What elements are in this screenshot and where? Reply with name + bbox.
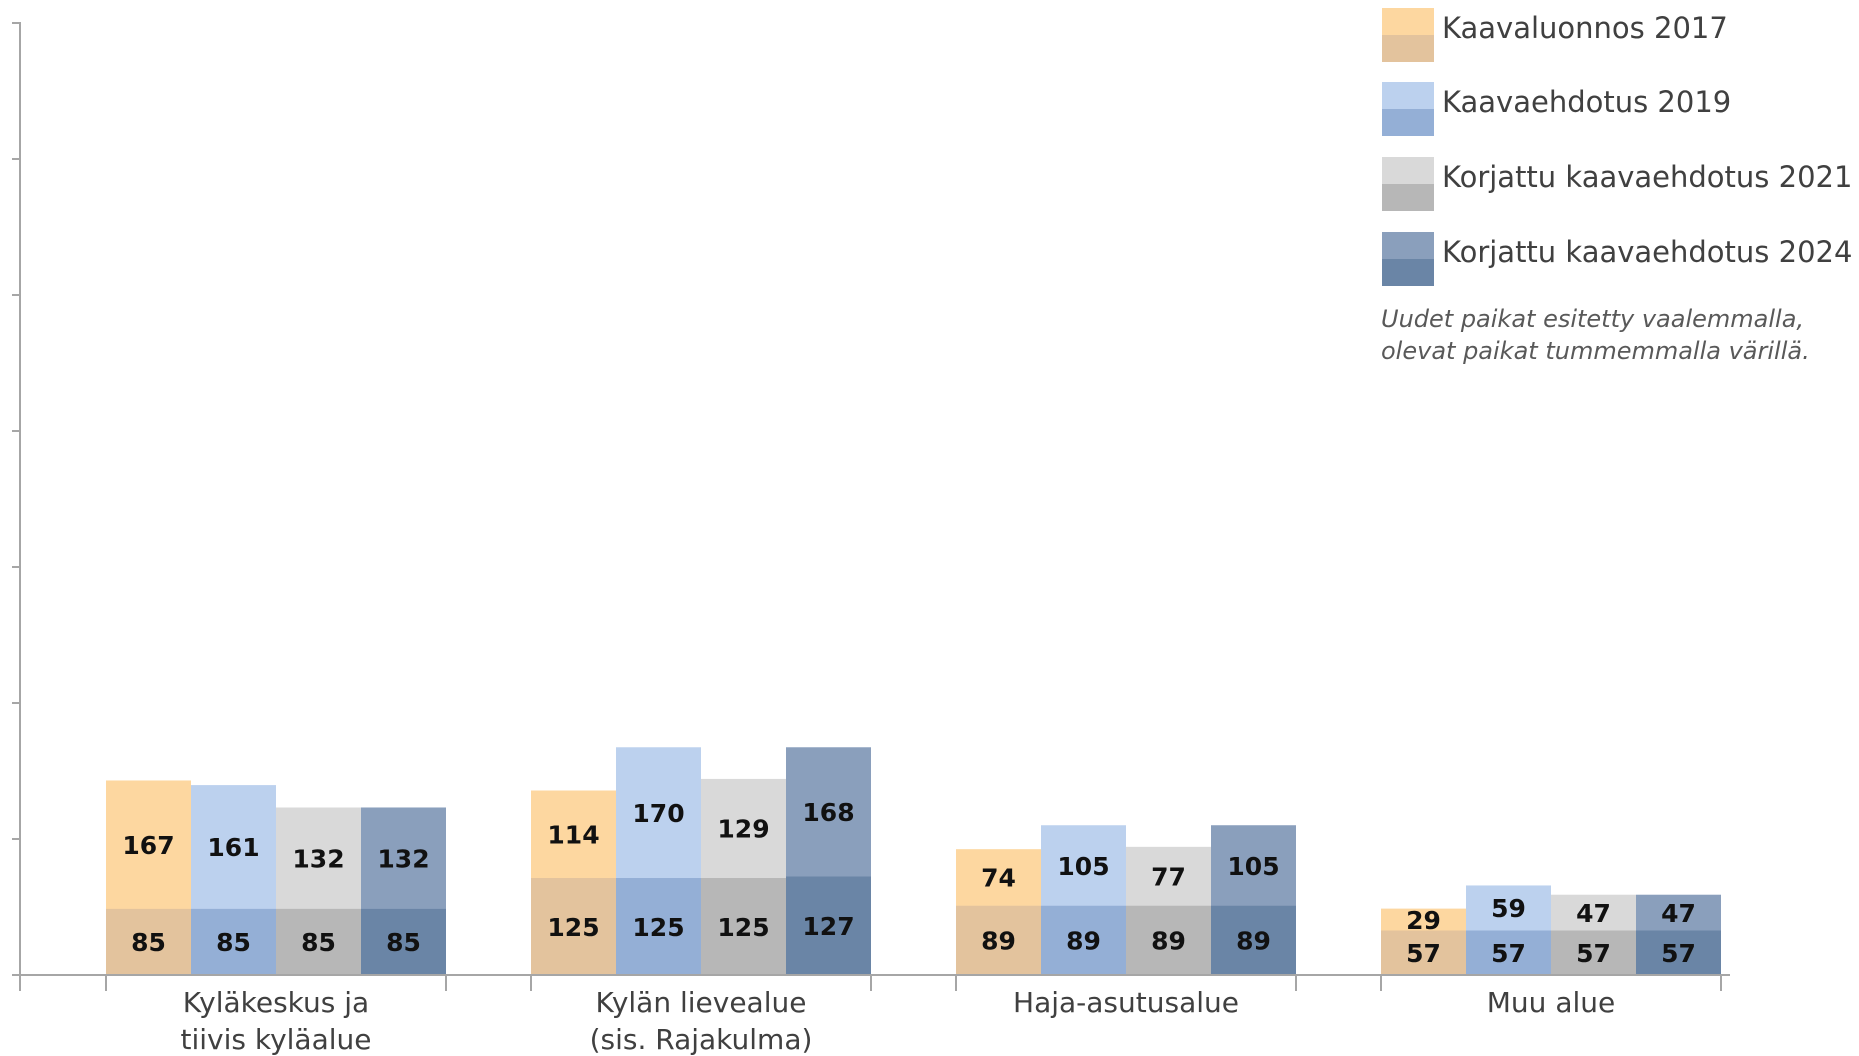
data-label-existing: 57	[1661, 939, 1696, 968]
category-label: Haja-asutusalue	[1013, 986, 1239, 1019]
data-label-existing: 125	[547, 913, 599, 942]
legend-swatch-existing	[1382, 259, 1434, 286]
category-label: (sis. Rajakulma)	[590, 1023, 813, 1056]
bar-existing-kaavaehdotus-2019	[1041, 906, 1126, 975]
data-label-new: 129	[717, 815, 769, 844]
bar-new-korjattu-kaavaehdotus-2021	[1551, 894, 1636, 931]
bar-existing-korjattu-kaavaehdotus-2024	[1636, 930, 1721, 975]
data-label-existing: 85	[386, 928, 421, 957]
bar-new-korjattu-kaavaehdotus-2024	[1636, 894, 1721, 931]
data-label-new: 105	[1057, 852, 1109, 881]
data-label-new: 132	[292, 844, 344, 873]
bar-new-korjattu-kaavaehdotus-2021	[276, 807, 361, 910]
data-label-existing: 57	[1406, 939, 1441, 968]
data-label-existing: 85	[131, 928, 166, 957]
bar-existing-kaavaehdotus-2019	[616, 878, 701, 975]
data-label-new: 132	[377, 844, 429, 873]
legend-swatch-new	[1382, 8, 1434, 35]
data-label-existing: 89	[1236, 927, 1271, 956]
bar-existing-korjattu-kaavaehdotus-2024	[786, 876, 871, 975]
bar-new-kaavaehdotus-2019	[616, 747, 701, 879]
bar-existing-korjattu-kaavaehdotus-2021	[701, 878, 786, 975]
bar-new-kaavaluonnos-2017	[531, 790, 616, 879]
legend-swatch-new	[1382, 232, 1434, 259]
legend-label: Kaavaehdotus 2019	[1442, 85, 1731, 119]
legend-swatch-existing	[1382, 184, 1434, 211]
data-label-existing: 89	[1066, 927, 1101, 956]
category-label: Muu alue	[1487, 986, 1615, 1019]
data-label-new: 59	[1491, 894, 1526, 923]
data-label-existing: 89	[981, 927, 1016, 956]
data-label-new: 161	[207, 833, 259, 862]
data-label-existing: 125	[632, 913, 684, 942]
bar-new-korjattu-kaavaehdotus-2021	[701, 778, 786, 879]
data-label-existing: 127	[802, 912, 854, 941]
bar-new-kaavaluonnos-2017	[1381, 908, 1466, 931]
category-label: tiivis kyläalue	[180, 1023, 371, 1056]
bar-existing-kaavaehdotus-2019	[1466, 930, 1551, 975]
legend-swatch-new	[1382, 157, 1434, 184]
bar-existing-kaavaluonnos-2017	[956, 906, 1041, 975]
bar-new-kaavaehdotus-2019	[1466, 885, 1551, 931]
data-label-new: 170	[632, 799, 684, 828]
bar-new-kaavaluonnos-2017	[956, 849, 1041, 907]
legend-label: Kaavaluonnos 2017	[1442, 11, 1728, 45]
bar-new-korjattu-kaavaehdotus-2024	[786, 747, 871, 877]
legend-note: Uudet paikat esitetty vaalemmalla,	[1381, 305, 1804, 333]
bar-new-korjattu-kaavaehdotus-2024	[1211, 825, 1296, 907]
bar-new-kaavaehdotus-2019	[1041, 825, 1126, 907]
category-label: Kylän lievealue	[596, 986, 807, 1019]
bar-existing-kaavaluonnos-2017	[1381, 930, 1466, 975]
bar-new-korjattu-kaavaehdotus-2024	[361, 807, 446, 910]
legend-swatch-new	[1382, 82, 1434, 109]
bar-existing-korjattu-kaavaehdotus-2021	[1551, 930, 1636, 975]
bar-existing-korjattu-kaavaehdotus-2021	[276, 909, 361, 975]
bar-existing-korjattu-kaavaehdotus-2024	[1211, 906, 1296, 975]
bar-existing-kaavaehdotus-2019	[191, 909, 276, 975]
legend-swatch-existing	[1382, 109, 1434, 136]
data-label-new: 47	[1576, 899, 1611, 928]
legend-label: Korjattu kaavaehdotus 2024	[1442, 235, 1852, 269]
data-label-existing: 125	[717, 913, 769, 942]
data-label-new: 29	[1406, 906, 1441, 935]
bar-new-kaavaehdotus-2019	[191, 785, 276, 910]
data-label-new: 105	[1227, 852, 1279, 881]
data-label-new: 167	[122, 831, 174, 860]
data-label-existing: 57	[1491, 939, 1526, 968]
bar-existing-korjattu-kaavaehdotus-2024	[361, 909, 446, 975]
data-label-new: 168	[802, 798, 854, 827]
data-label-existing: 85	[216, 928, 251, 957]
data-label-new: 114	[547, 820, 599, 849]
data-label-new: 74	[981, 864, 1016, 893]
category-label: Kyläkeskus ja	[183, 986, 369, 1019]
data-label-existing: 85	[301, 928, 336, 957]
bar-existing-korjattu-kaavaehdotus-2021	[1126, 906, 1211, 975]
legend-note: olevat paikat tummemmalla värillä.	[1381, 337, 1810, 365]
bar-existing-kaavaluonnos-2017	[106, 909, 191, 975]
data-label-existing: 89	[1151, 927, 1186, 956]
data-label-new: 77	[1151, 863, 1186, 892]
bar-new-korjattu-kaavaehdotus-2021	[1126, 846, 1211, 907]
data-label-existing: 57	[1576, 939, 1611, 968]
legend-swatch-existing	[1382, 35, 1434, 62]
bar-new-kaavaluonnos-2017	[106, 780, 191, 910]
data-label-new: 47	[1661, 899, 1696, 928]
legend-label: Korjattu kaavaehdotus 2021	[1442, 160, 1852, 194]
bar-existing-kaavaluonnos-2017	[531, 878, 616, 975]
